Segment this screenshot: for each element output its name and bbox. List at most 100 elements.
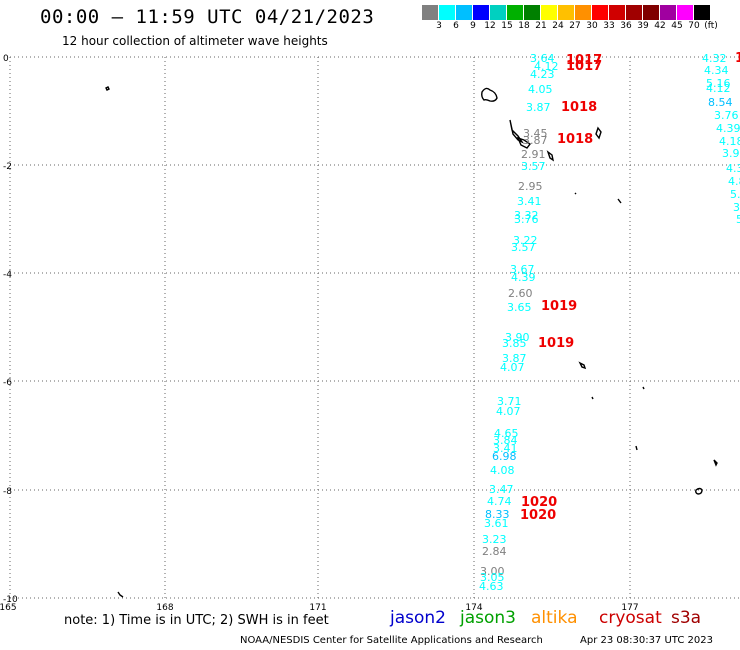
island-shape <box>574 192 577 195</box>
colorbar-label: 36 <box>620 21 632 31</box>
colorbar-swatch <box>541 5 558 20</box>
swh-value: 3.23 <box>482 533 507 546</box>
island-shape <box>509 119 525 144</box>
x-tick-label: 171 <box>309 603 326 613</box>
swh-value: 3.45 <box>523 127 548 140</box>
swh-value: 4.34 <box>704 64 729 77</box>
swh-value: 3.57 <box>521 160 546 173</box>
grid-lines <box>9 56 740 599</box>
island-shape <box>117 591 124 598</box>
swh-value: 3.61 <box>484 517 509 530</box>
swh-value: 4.65 <box>494 427 519 440</box>
swh-value: 3.57 <box>511 241 536 254</box>
map-title: 00:00 – 11:59 UTC 04/21/2023 <box>40 6 375 28</box>
swh-value: 2.91 <box>521 148 546 161</box>
colorbar-swatch <box>660 5 677 20</box>
x-tick-label: 168 <box>156 603 173 613</box>
swh-value: 4.63 <box>479 580 504 593</box>
swh-value: 5. <box>730 188 740 201</box>
legend-altika: altika <box>531 608 578 628</box>
colorbar-labels: 3 6 9 12 15 18 21 24 27 30 33 36 39 42 45 70 (ft) <box>422 21 740 33</box>
swh-value: 3.65 <box>507 301 532 314</box>
swh-value: 3.84 <box>493 434 518 447</box>
pressure-label: 1020 <box>520 508 556 523</box>
colorbar-swatch <box>626 5 643 20</box>
colorbar-label: 42 <box>654 21 666 31</box>
y-tick-label: -8 <box>3 487 12 497</box>
legend-cryosat: cryosat <box>599 608 662 628</box>
swh-value: 3.71 <box>497 395 522 408</box>
swh-value: 3.05 <box>480 571 505 584</box>
swh-value: 3.67 <box>510 263 535 276</box>
island-shape <box>642 386 645 390</box>
colorbar-swatch <box>677 5 694 20</box>
swh-value: 4.18 <box>719 135 740 148</box>
colorbar-swatch <box>643 5 660 20</box>
swh-value: 3.76 <box>714 109 739 122</box>
swh-value: 3.22 <box>513 234 538 247</box>
colorbar-label: 27 <box>569 21 581 31</box>
swh-value: 4.8 <box>728 175 740 188</box>
colorbar-swatch <box>507 5 524 20</box>
swh-value: 3.64 <box>530 52 555 65</box>
y-tick-label: -2 <box>3 162 12 172</box>
swh-value: 2.95 <box>518 180 543 193</box>
swh-value: 2.60 <box>508 287 533 300</box>
y-tick-label: -6 <box>3 378 12 388</box>
colorbar-label: 33 <box>603 21 615 31</box>
swh-value: 4.39 <box>716 122 740 135</box>
colorbar-label: 6 <box>453 21 459 31</box>
island-shape <box>695 487 703 495</box>
island-shape <box>713 459 718 467</box>
colorbar-label: 3 <box>436 21 442 31</box>
island-shape <box>578 361 587 370</box>
colorbar-swatch <box>473 5 490 20</box>
footer-note: note: 1) Time is in UTC; 2) SWH is in fe… <box>64 613 329 628</box>
island-shape <box>481 87 498 102</box>
swh-value: 8.33 <box>485 508 510 521</box>
colorbar <box>422 5 711 20</box>
swh-value: 3.00 <box>480 565 505 578</box>
colorbar-swatch <box>456 5 473 20</box>
colorbar-swatch <box>609 5 626 20</box>
swh-value: 3.87 <box>502 352 527 365</box>
legend-jason3: jason3 <box>460 608 516 628</box>
pressure-label: 1 <box>735 51 740 66</box>
colorbar-label: 39 <box>637 21 649 31</box>
swh-value: 3.32 <box>514 209 539 222</box>
colorbar-label: 24 <box>552 21 564 31</box>
swh-value: 3 <box>733 201 740 214</box>
swh-value: 3.87 <box>526 101 551 114</box>
colorbar-label: 12 <box>484 21 496 31</box>
y-tick-label: -10 <box>3 595 18 605</box>
colorbar-swatch <box>439 5 456 20</box>
swh-value: 2.84 <box>482 545 507 558</box>
swh-value: 3.41 <box>493 442 518 455</box>
map-subtitle: 12 hour collection of altimeter wave hei… <box>62 34 328 48</box>
pressure-label: 1019 <box>538 336 574 351</box>
colorbar-label: 15 <box>501 21 513 31</box>
colorbar-swatch <box>592 5 609 20</box>
swh-value: 4.07 <box>496 405 521 418</box>
swh-value: 5 <box>736 213 740 226</box>
colorbar-label: 70 <box>688 21 700 31</box>
colorbar-label: 45 <box>671 21 683 31</box>
island-outlines <box>105 86 718 598</box>
colorbar-label: 30 <box>586 21 598 31</box>
legend-s3a: s3a <box>671 608 702 628</box>
swh-value: 3.87 <box>523 134 548 147</box>
colorbar-swatch <box>694 5 711 20</box>
colorbar-swatch <box>558 5 575 20</box>
colorbar-swatch <box>422 5 439 20</box>
swh-value: 4.3 <box>726 162 740 175</box>
observation-labels: 3.644.124.234.053.873.453.872.913.572.95… <box>479 52 740 593</box>
colorbar-swatch <box>575 5 592 20</box>
pressure-label: 1019 <box>541 299 577 314</box>
pressure-label: 1018 <box>557 132 593 147</box>
swh-value: 3.90 <box>505 331 530 344</box>
pressure-label: 1018 <box>561 100 597 115</box>
pressure-label: 1017 <box>566 53 602 68</box>
swh-value: 4.12 <box>534 60 559 73</box>
